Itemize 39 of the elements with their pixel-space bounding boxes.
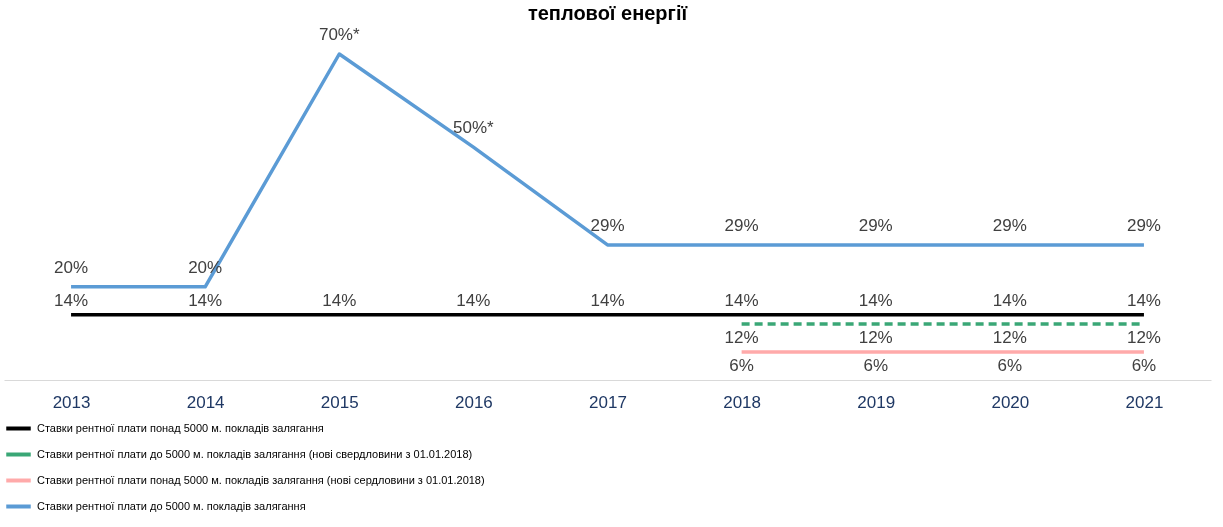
data-label: 14% [322, 290, 357, 310]
x-tick-label: 2014 [186, 392, 225, 412]
legend-label: Ставки рентної плати понад 5000 м. покладів залягання [37, 421, 324, 434]
data-label: 29% [590, 215, 625, 235]
data-label: 70%* [318, 25, 360, 44]
x-tick-label: 2017 [589, 392, 627, 412]
data-label: 6% [863, 356, 889, 376]
data-label: 14% [54, 290, 89, 310]
chart-title: теплової енергії [527, 2, 688, 24]
x-tick-label: 2018 [723, 392, 762, 412]
data-label: 20% [54, 257, 89, 277]
legend-label: Ставки рентної плати понад 5000 м. покладів залягання (нові сердловини з 01.01.2018) [37, 473, 485, 486]
x-tick-label: 2020 [991, 392, 1030, 412]
data-label: 14% [724, 290, 759, 310]
data-label: 12% [724, 328, 759, 348]
data-label: 29% [1126, 215, 1161, 235]
x-tick-label: 2013 [52, 392, 91, 412]
legend-label: Ставки рентної плати до 5000 м. покладів залягання (нові свердловини з 01.01.2018) [37, 447, 473, 460]
x-tick-label: 2016 [454, 392, 493, 412]
data-label: 12% [992, 328, 1027, 348]
data-label: 14% [858, 290, 893, 310]
data-label: 12% [858, 328, 893, 348]
data-label: 6% [729, 356, 754, 376]
data-label: 29% [724, 215, 759, 235]
data-label: 29% [858, 215, 893, 235]
x-tick-label: 2015 [320, 392, 359, 412]
data-label: 50%* [453, 118, 495, 138]
legend-label: Ставки рентної плати до 5000 м. покладів залягання [37, 499, 306, 512]
data-label: 14% [456, 290, 491, 310]
data-label: 14% [1126, 290, 1161, 310]
data-label: 12% [1126, 328, 1161, 348]
x-tick-label: 2021 [1125, 392, 1164, 412]
data-label: 14% [188, 290, 223, 310]
data-label: 14% [992, 290, 1027, 310]
data-label: 29% [992, 215, 1027, 235]
data-label: 14% [590, 290, 625, 310]
x-tick-label: 2019 [857, 392, 896, 412]
data-label: 6% [997, 356, 1023, 376]
data-label: 6% [1131, 356, 1157, 376]
